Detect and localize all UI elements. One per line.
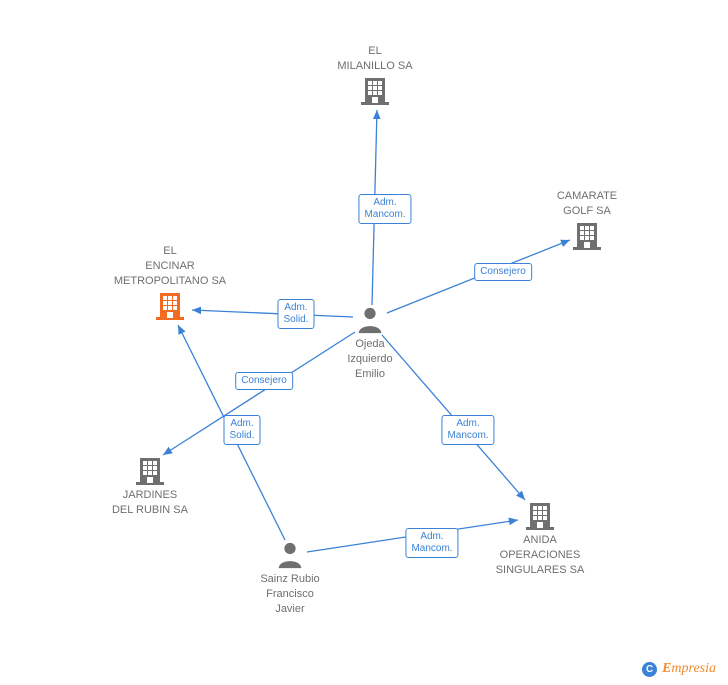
footer: C Empresia	[642, 661, 716, 677]
edge-label: Adm. Mancom.	[358, 194, 411, 224]
edge-label: Adm. Solid.	[277, 299, 314, 329]
network-diagram: C Empresia Adm. Mancom. Consejero Adm. Sol…	[0, 0, 728, 685]
person-icon	[260, 540, 319, 570]
copyright-badge: C	[642, 662, 657, 677]
building-icon	[557, 219, 617, 251]
edge-label: Adm. Mancom.	[441, 415, 494, 445]
node-jardines[interactable]: JARDINES DEL RUBIN SA	[112, 454, 188, 518]
edge-label: Adm. Solid.	[223, 415, 260, 445]
building-icon	[114, 289, 226, 321]
node-label: CAMARATE GOLF SA	[557, 189, 617, 219]
node-el_milanillo[interactable]: EL MILANILLO SA	[337, 44, 412, 108]
person-icon	[347, 305, 392, 335]
edge-label: Consejero	[474, 263, 532, 281]
node-label: EL MILANILLO SA	[337, 44, 412, 74]
node-ojeda[interactable]: Ojeda Izquierdo Emilio	[347, 305, 392, 382]
node-anida[interactable]: ANIDA OPERACIONES SINGULARES SA	[496, 499, 585, 578]
node-label: Sainz Rubio Francisco Javier	[260, 572, 319, 617]
node-label: ANIDA OPERACIONES SINGULARES SA	[496, 533, 585, 578]
node-camarate[interactable]: CAMARATE GOLF SA	[557, 189, 617, 253]
node-label: EL ENCINAR METROPOLITANO SA	[114, 244, 226, 289]
building-icon	[496, 499, 585, 531]
edge-label: Consejero	[235, 372, 293, 390]
node-label: JARDINES DEL RUBIN SA	[112, 488, 188, 518]
node-sainz[interactable]: Sainz Rubio Francisco Javier	[260, 540, 319, 617]
node-label: Ojeda Izquierdo Emilio	[347, 337, 392, 382]
node-el_encinar[interactable]: EL ENCINAR METROPOLITANO SA	[114, 244, 226, 323]
edge-label: Adm. Mancom.	[405, 528, 458, 558]
building-icon	[112, 454, 188, 486]
building-icon	[337, 74, 412, 106]
brand-name: Empresia	[662, 661, 716, 677]
